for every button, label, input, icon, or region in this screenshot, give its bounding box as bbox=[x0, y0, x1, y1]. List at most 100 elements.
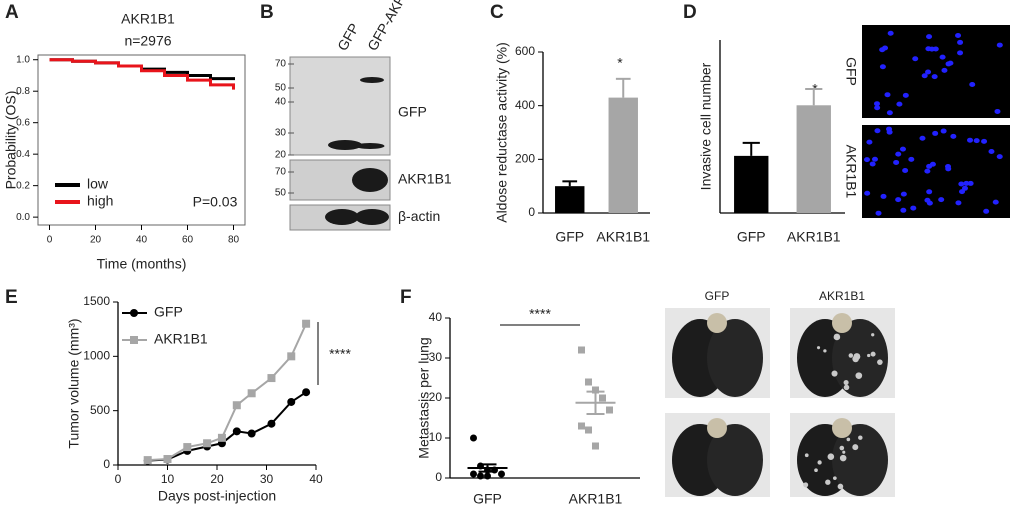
y-tick-label: 0.6 bbox=[16, 117, 30, 128]
legend-marker bbox=[130, 309, 138, 317]
metastasis-spot bbox=[833, 333, 841, 341]
metastasis-spot bbox=[852, 444, 859, 451]
y-tick-label: 0.2 bbox=[16, 180, 30, 191]
metastasis-spot bbox=[867, 353, 871, 358]
panel-letter: D bbox=[683, 2, 697, 23]
y-axis-label: Invasive cell number bbox=[698, 62, 714, 190]
point bbox=[247, 389, 256, 398]
nucleus bbox=[863, 157, 870, 163]
y-axis-label: Probability (OS) bbox=[3, 91, 19, 190]
metastasis-spot bbox=[846, 437, 851, 442]
nucleus bbox=[895, 151, 902, 157]
x-tick-label: AKR1B1 bbox=[596, 229, 650, 245]
metastasis-spot bbox=[839, 445, 845, 451]
metastasis-spot bbox=[871, 333, 875, 337]
point bbox=[232, 427, 241, 436]
marker-label: 50 bbox=[275, 83, 287, 94]
nucleus bbox=[957, 39, 964, 45]
point bbox=[143, 456, 152, 465]
point bbox=[217, 433, 226, 442]
marker-label: 30 bbox=[275, 128, 287, 139]
blot-band bbox=[355, 143, 385, 149]
x-tick-label: 0 bbox=[115, 472, 122, 486]
series-line bbox=[147, 391, 307, 462]
y-tick-label: 1000 bbox=[83, 349, 110, 363]
blot-row-label: AKR1B1 bbox=[398, 171, 452, 187]
image-label: AKR1B1 bbox=[843, 145, 859, 199]
nucleus bbox=[896, 101, 903, 107]
blot-band bbox=[325, 209, 359, 225]
nucleus bbox=[869, 161, 876, 167]
point bbox=[477, 472, 484, 480]
metastasis-spot bbox=[804, 453, 809, 458]
metastasis-spot bbox=[832, 476, 837, 481]
point bbox=[592, 386, 599, 394]
nucleus bbox=[893, 159, 900, 165]
bar bbox=[555, 186, 585, 213]
point bbox=[287, 352, 296, 361]
bar bbox=[796, 105, 831, 213]
legend-label: AKR1B1 bbox=[154, 331, 208, 347]
lung-lobe bbox=[832, 424, 888, 496]
nucleus bbox=[955, 33, 962, 39]
marker-label: 50 bbox=[275, 188, 287, 199]
point bbox=[267, 419, 276, 428]
y-axis-label: Aldose reductase activity (%) bbox=[494, 42, 510, 223]
trachea bbox=[832, 418, 852, 438]
nucleus bbox=[864, 190, 871, 196]
point bbox=[585, 378, 592, 386]
nucleus bbox=[886, 126, 893, 132]
nucleus bbox=[886, 110, 893, 116]
point bbox=[599, 394, 606, 402]
metastasis-spot bbox=[870, 351, 876, 357]
point bbox=[163, 455, 172, 464]
point bbox=[267, 374, 276, 383]
x-tick-label: 60 bbox=[182, 235, 194, 246]
y-tick-label: 0 bbox=[435, 470, 442, 484]
nucleus bbox=[900, 207, 907, 213]
y-tick-label: 0.4 bbox=[16, 149, 30, 160]
trachea bbox=[707, 418, 727, 438]
nucleus bbox=[963, 180, 970, 186]
nucleus bbox=[950, 133, 957, 139]
x-tick-label: 0 bbox=[47, 235, 53, 246]
lung-lobe bbox=[707, 424, 763, 496]
point bbox=[606, 406, 613, 414]
nucleus bbox=[967, 180, 974, 186]
y-tick-label: 0 bbox=[103, 457, 110, 471]
nucleus bbox=[912, 56, 919, 62]
trachea bbox=[832, 313, 852, 333]
y-tick-label: 500 bbox=[90, 403, 110, 417]
blot-band bbox=[360, 77, 384, 83]
metastasis-spot bbox=[825, 479, 831, 485]
lung-lobe bbox=[707, 319, 763, 397]
point bbox=[592, 442, 599, 450]
x-axis-label: Days post-injection bbox=[158, 488, 276, 504]
point bbox=[484, 472, 491, 480]
nucleus bbox=[957, 50, 964, 56]
nucleus bbox=[910, 205, 917, 211]
nucleus bbox=[887, 30, 894, 36]
metastasis-spot bbox=[837, 483, 844, 490]
y-tick-label: 10 bbox=[429, 430, 443, 444]
metastasis-spot bbox=[858, 435, 863, 440]
annotation: **** bbox=[329, 346, 351, 362]
marker-label: 40 bbox=[275, 97, 287, 108]
x-axis-label: Time (months) bbox=[97, 256, 187, 272]
nucleus bbox=[925, 69, 932, 75]
nucleus bbox=[902, 92, 909, 98]
nucleus bbox=[941, 67, 948, 73]
y-axis-label: Metastasis per lung bbox=[416, 337, 432, 458]
nucleus bbox=[967, 137, 974, 143]
metastasis-spot bbox=[843, 379, 849, 386]
y-tick-label: 0.8 bbox=[16, 86, 30, 97]
panel-letter: A bbox=[5, 2, 19, 23]
panel-letter: B bbox=[260, 2, 274, 23]
nucleus bbox=[996, 42, 1003, 48]
nucleus bbox=[945, 166, 952, 172]
blot-membrane bbox=[289, 56, 391, 156]
nucleus bbox=[929, 161, 936, 167]
nucleus bbox=[926, 200, 933, 206]
nucleus bbox=[931, 74, 938, 80]
nucleus bbox=[928, 46, 935, 52]
